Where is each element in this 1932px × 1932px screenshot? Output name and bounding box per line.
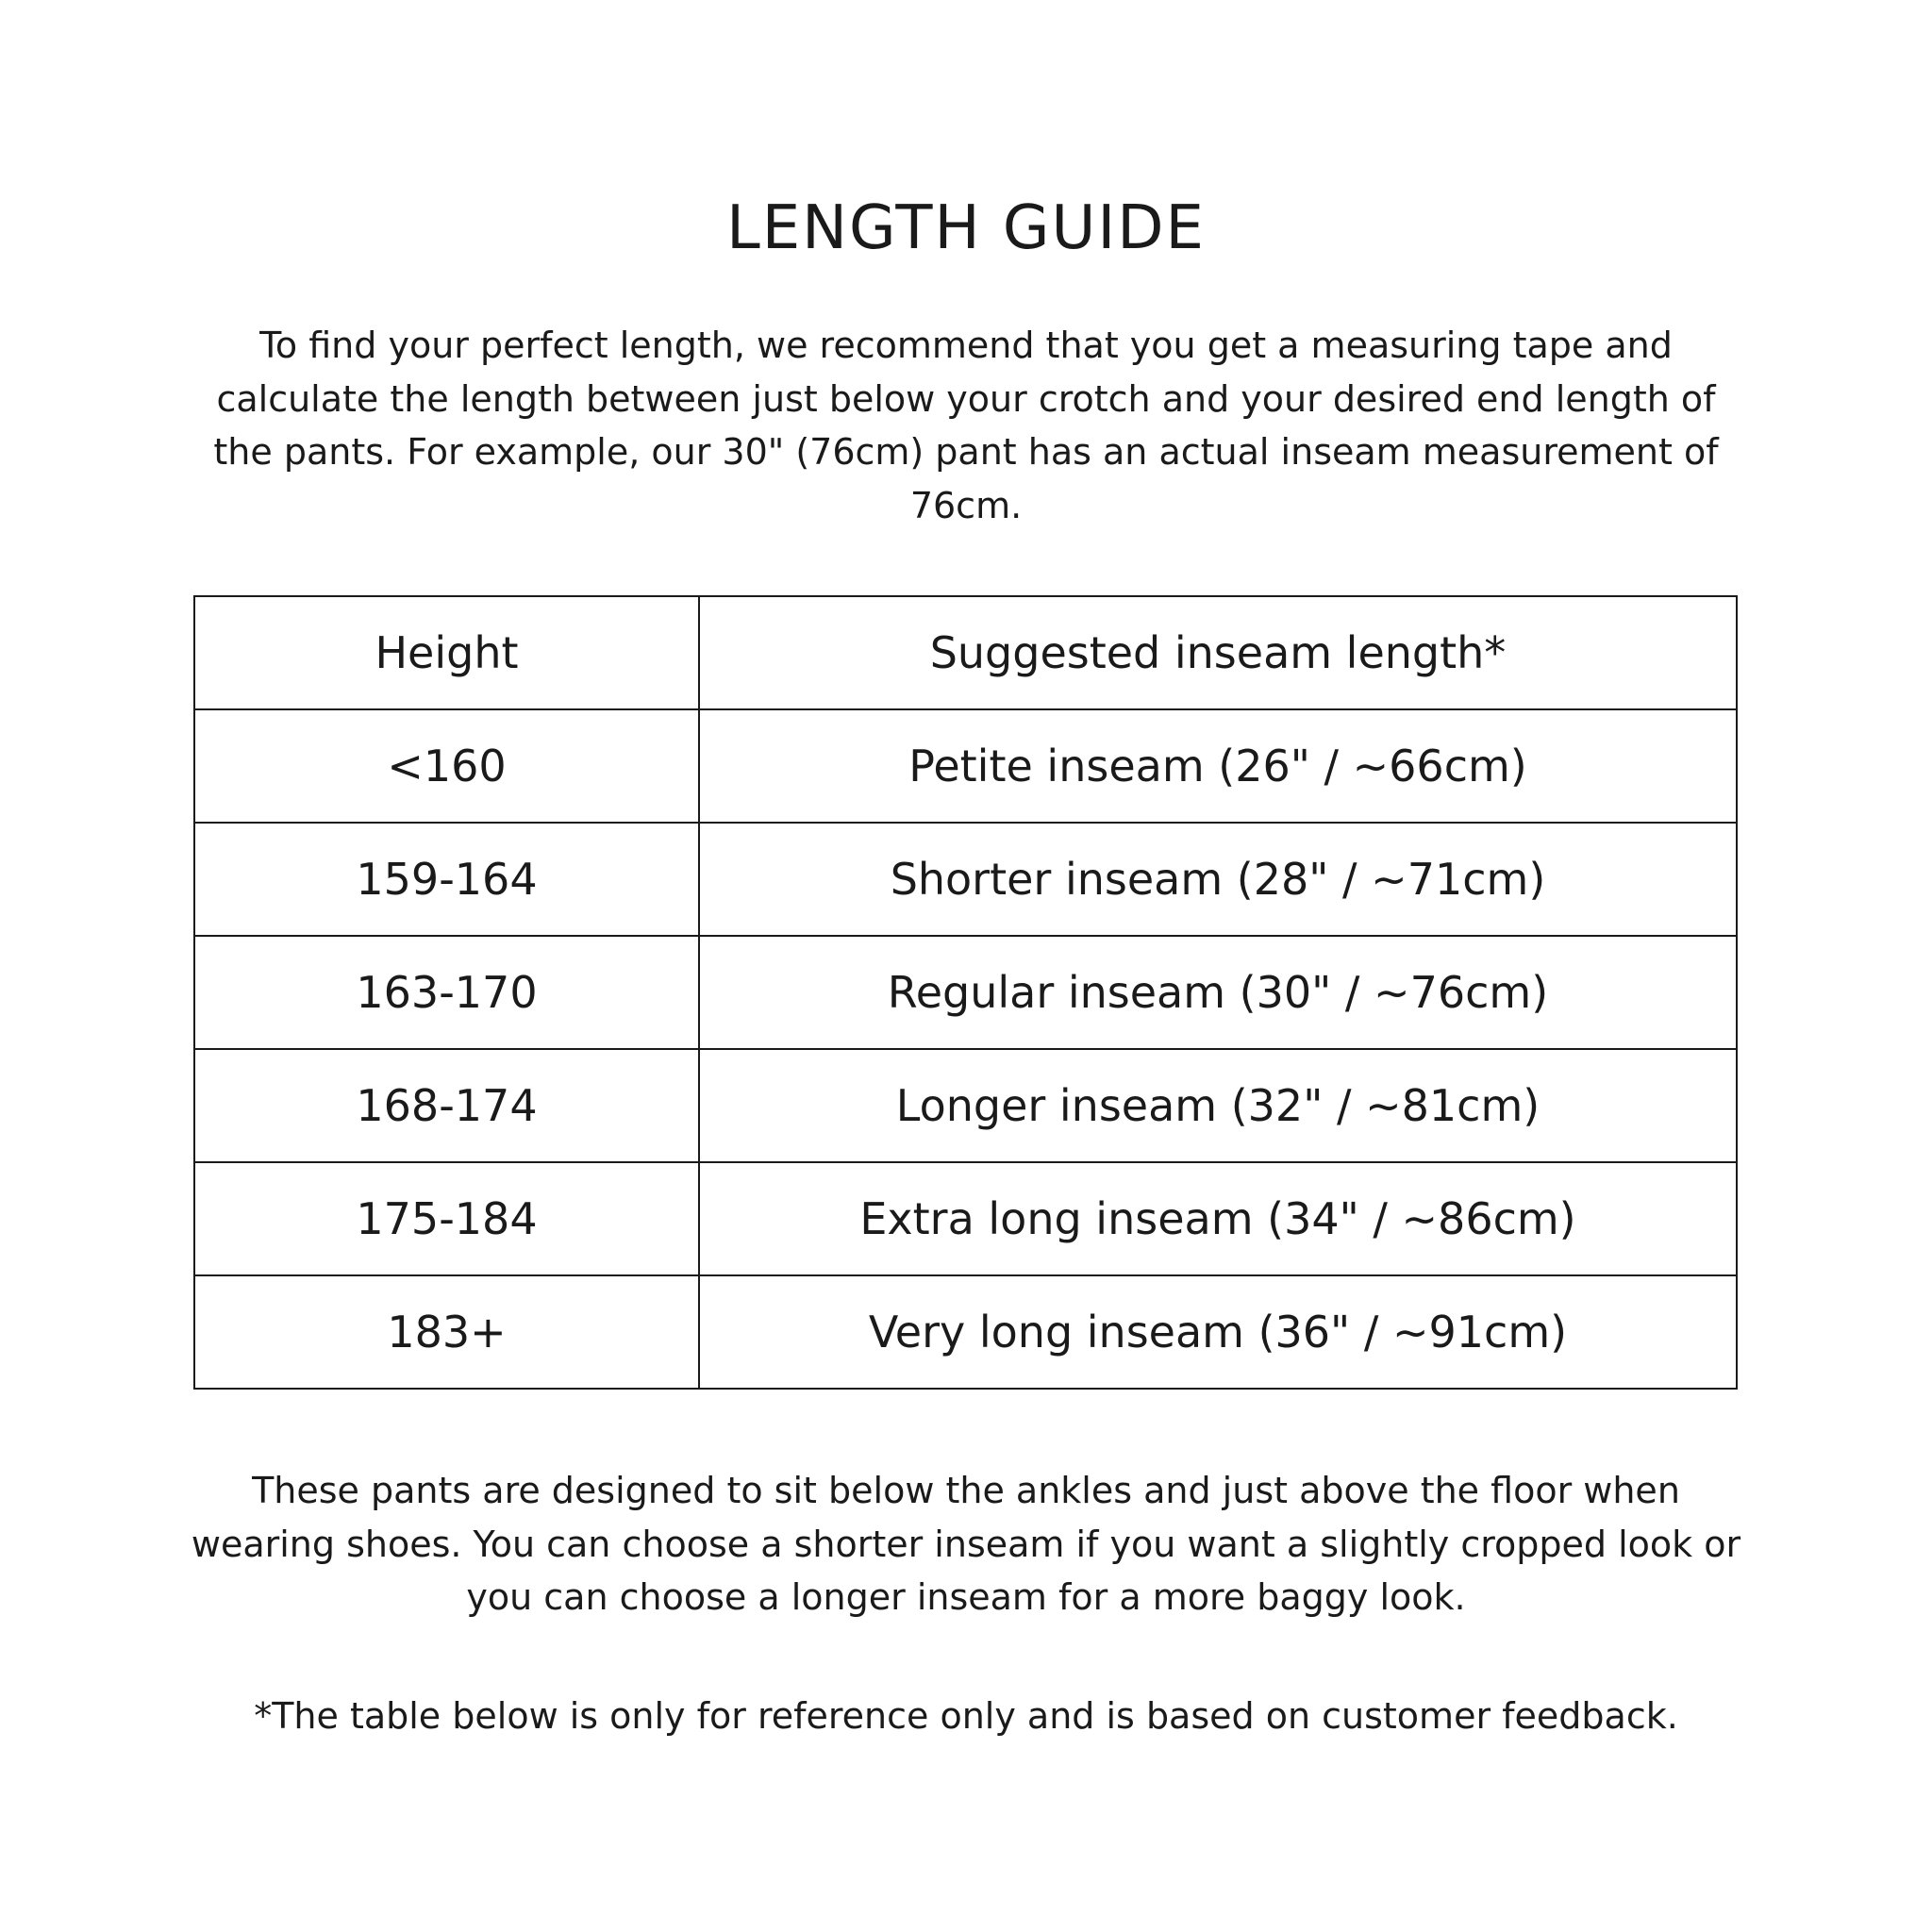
height-cell: 163-170: [193, 935, 700, 1050]
height-cell: <160: [193, 708, 700, 824]
table-row: 163-170 Regular inseam (30" / ~76cm): [193, 935, 1738, 1050]
header-inseam: Suggested inseam length*: [698, 595, 1738, 710]
table-header-row: Height Suggested inseam length*: [193, 595, 1738, 710]
inseam-cell: Very long inseam (36" / ~91cm): [698, 1274, 1738, 1390]
outro-paragraph: These pants are designed to sit below th…: [191, 1470, 1741, 1618]
intro-paragraph: To find your perfect length, we recommen…: [213, 325, 1719, 526]
table-row: <160 Petite inseam (26" / ~66cm): [193, 708, 1738, 824]
table-row: 159-164 Shorter inseam (28" / ~71cm): [193, 822, 1738, 937]
height-cell: 159-164: [193, 822, 700, 937]
table-row: 168-174 Longer inseam (32" / ~81cm): [193, 1048, 1738, 1163]
inseam-cell: Extra long inseam (34" / ~86cm): [698, 1161, 1738, 1276]
header-height: Height: [193, 595, 700, 710]
page-title: LENGTH GUIDE: [726, 193, 1206, 263]
inseam-cell: Longer inseam (32" / ~81cm): [698, 1048, 1738, 1163]
inseam-cell: Shorter inseam (28" / ~71cm): [698, 822, 1738, 937]
table-row: 175-184 Extra long inseam (34" / ~86cm): [193, 1161, 1738, 1276]
table-row: 183+ Very long inseam (36" / ~91cm): [193, 1274, 1738, 1390]
footnote: *The table below is only for reference o…: [254, 1695, 1678, 1737]
height-cell: 183+: [193, 1274, 700, 1390]
height-cell: 175-184: [193, 1161, 700, 1276]
length-table: Height Suggested inseam length* <160 Pet…: [193, 595, 1738, 1390]
height-cell: 168-174: [193, 1048, 700, 1163]
inseam-cell: Petite inseam (26" / ~66cm): [698, 708, 1738, 824]
inseam-cell: Regular inseam (30" / ~76cm): [698, 935, 1738, 1050]
